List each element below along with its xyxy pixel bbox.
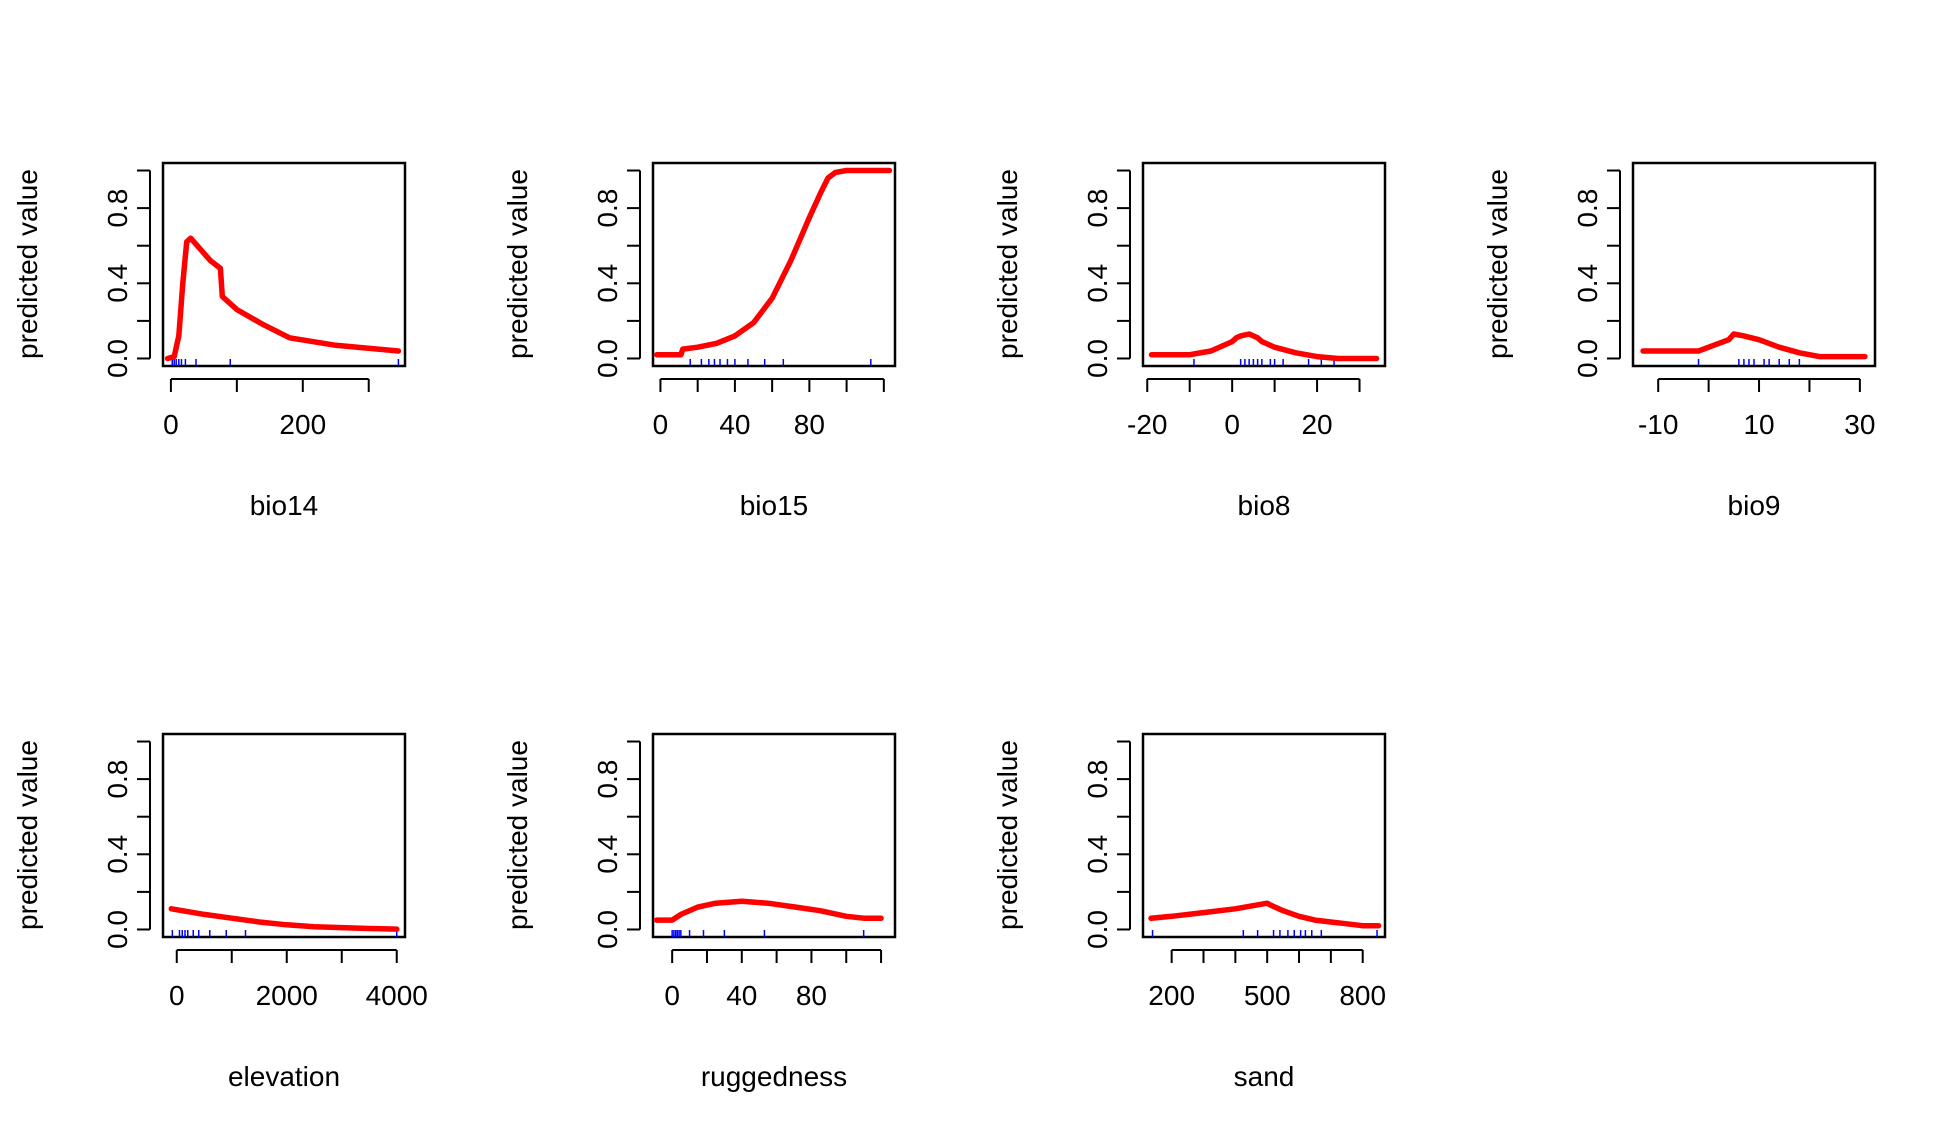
x-tick-label: 40 bbox=[726, 980, 757, 1011]
y-axis-title: predicted value bbox=[12, 169, 43, 359]
y-tick-label: 0.8 bbox=[1082, 760, 1113, 799]
y-axis-title: predicted value bbox=[502, 169, 533, 359]
plot-frame bbox=[1141, 732, 1387, 939]
y-tick-label: 0.0 bbox=[592, 910, 623, 949]
plot-frame bbox=[161, 732, 407, 939]
panel-sand: 0.0 0.4 0.8 predicted value 200 500 800 sand bbox=[992, 732, 1387, 1092]
response-curve bbox=[1148, 331, 1380, 362]
x-axis-title: bio8 bbox=[1238, 490, 1291, 521]
y-tick-label: 0.8 bbox=[102, 760, 133, 799]
x-tick-label: 200 bbox=[1148, 980, 1195, 1011]
y-axis-title: predicted value bbox=[502, 740, 533, 930]
response-curve bbox=[1148, 900, 1382, 929]
x-tick-label: 0 bbox=[653, 409, 669, 440]
panel-ruggedness: 0.0 0.4 0.8 predicted value 0 40 80 ruggedness bbox=[502, 732, 897, 1092]
y-tick-label: 0.0 bbox=[102, 339, 133, 378]
plot-frame bbox=[1141, 161, 1387, 368]
x-tick-label: 0 bbox=[163, 409, 179, 440]
x-tick-label: 0 bbox=[664, 980, 680, 1011]
x-tick-label: 80 bbox=[794, 409, 825, 440]
y-tick-label: 0.4 bbox=[1572, 264, 1603, 303]
panel-bio8: 0.0 0.4 0.8 predicted value -20 0 20 bio8 bbox=[992, 161, 1387, 521]
x-tick-label: 80 bbox=[796, 980, 827, 1011]
plot-frame bbox=[651, 732, 897, 939]
y-tick-label: 0.0 bbox=[102, 910, 133, 949]
response-curve bbox=[653, 167, 893, 358]
panel-bio14: 0.0 0.4 0.8 predicted value 0 200 bio14 bbox=[12, 161, 407, 521]
y-tick-label: 0.0 bbox=[1082, 339, 1113, 378]
y-tick-label: 0.8 bbox=[102, 189, 133, 228]
panel-elevation: 0.0 0.4 0.8 predicted value 0 2000 4000 elevati… bbox=[12, 732, 428, 1092]
x-tick-label: 4000 bbox=[366, 980, 428, 1011]
response-curve bbox=[653, 898, 884, 923]
response-curve bbox=[1640, 331, 1868, 360]
y-tick-label: 0.8 bbox=[592, 760, 623, 799]
y-axis-title: predicted value bbox=[1482, 169, 1513, 359]
x-axis-title: ruggedness bbox=[701, 1061, 847, 1092]
x-tick-label: 800 bbox=[1339, 980, 1386, 1011]
x-axis-title: elevation bbox=[228, 1061, 340, 1092]
y-tick-label: 0.4 bbox=[102, 835, 133, 874]
y-tick-label: 0.8 bbox=[1082, 189, 1113, 228]
panel-bio15: 0.0 0.4 0.8 predicted value 0 40 80 bio15 bbox=[502, 161, 897, 521]
y-axis-title: predicted value bbox=[992, 169, 1023, 359]
panel-bio9: 0.0 0.4 0.8 predicted value -10 10 30 bio9 bbox=[1482, 161, 1877, 521]
plot-frame bbox=[651, 161, 897, 368]
x-axis-title: bio14 bbox=[250, 490, 319, 521]
x-tick-label: 2000 bbox=[256, 980, 318, 1011]
y-tick-label: 0.0 bbox=[1572, 339, 1603, 378]
x-tick-label: 30 bbox=[1844, 409, 1875, 440]
x-axis-title: sand bbox=[1234, 1061, 1295, 1092]
y-tick-label: 0.4 bbox=[592, 835, 623, 874]
response-curve bbox=[164, 235, 402, 362]
y-tick-label: 0.8 bbox=[592, 189, 623, 228]
y-tick-label: 0.8 bbox=[1572, 189, 1603, 228]
x-tick-label: 20 bbox=[1301, 409, 1332, 440]
response-curve bbox=[168, 906, 400, 932]
x-tick-label: 500 bbox=[1244, 980, 1291, 1011]
x-tick-label: 10 bbox=[1743, 409, 1774, 440]
y-tick-label: 0.4 bbox=[1082, 835, 1113, 874]
x-tick-label: 0 bbox=[1224, 409, 1240, 440]
x-tick-label: 40 bbox=[719, 409, 750, 440]
y-axis-title: predicted value bbox=[992, 740, 1023, 930]
x-tick-label: 0 bbox=[169, 980, 185, 1011]
x-tick-label: 200 bbox=[279, 409, 326, 440]
plot-frame bbox=[1631, 161, 1877, 368]
y-tick-label: 0.0 bbox=[592, 339, 623, 378]
x-tick-label: -10 bbox=[1638, 409, 1678, 440]
x-axis-title: bio9 bbox=[1728, 490, 1781, 521]
y-axis-title: predicted value bbox=[12, 740, 43, 930]
plot-frame bbox=[161, 161, 407, 368]
y-tick-label: 0.4 bbox=[592, 264, 623, 303]
y-tick-label: 0.4 bbox=[1082, 264, 1113, 303]
x-tick-label: -20 bbox=[1127, 409, 1167, 440]
y-tick-label: 0.0 bbox=[1082, 910, 1113, 949]
y-tick-label: 0.4 bbox=[102, 264, 133, 303]
x-axis-title: bio15 bbox=[740, 490, 809, 521]
